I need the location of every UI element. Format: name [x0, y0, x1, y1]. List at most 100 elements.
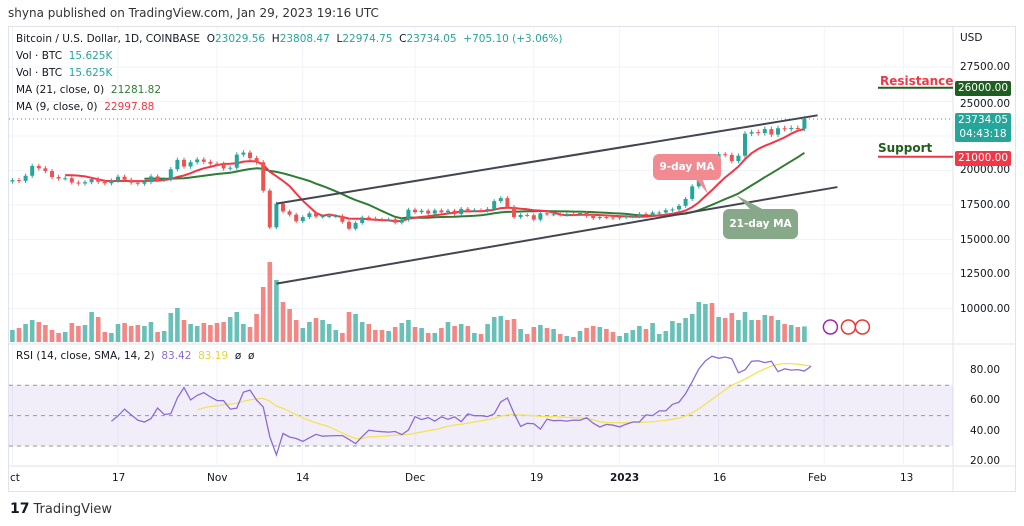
candle-body	[261, 162, 266, 191]
volume-bar	[142, 326, 147, 342]
us-flag-event-icon[interactable]	[854, 319, 871, 335]
candle-body	[756, 132, 761, 134]
candle-body	[182, 159, 186, 167]
candle-body	[479, 210, 483, 212]
volume-bar	[76, 326, 81, 342]
volume-bar	[643, 329, 649, 342]
volume-bar	[128, 326, 134, 342]
volume-bar	[307, 322, 312, 342]
ma9-legend[interactable]: MA (9, close, 0) 22997.88	[16, 101, 154, 113]
candle-body	[611, 217, 615, 219]
candle-body	[155, 176, 160, 180]
rsi-legend[interactable]: RSI (14, close, SMA, 14, 2) 83.42 83.19 …	[16, 350, 254, 362]
ma9-annotation[interactable]: 9-day MA	[653, 154, 721, 180]
us-flag-event-icon[interactable]	[840, 319, 857, 335]
symbol-name[interactable]: Bitcoin / U.S. Dollar, 1D, COINBASE	[16, 33, 201, 45]
candle-body	[644, 213, 648, 215]
volume-bar	[56, 333, 61, 342]
candle-body	[624, 216, 629, 218]
candle-body	[116, 176, 120, 181]
volume-bar	[617, 336, 622, 342]
candle-body	[109, 180, 114, 184]
footer-brand: TradingView	[33, 501, 113, 517]
candle-body	[17, 180, 21, 182]
candle-body	[347, 221, 351, 229]
volume-bar	[491, 317, 497, 342]
candle-body	[782, 128, 787, 130]
rsi-tick: 20.00	[970, 455, 1001, 467]
candle-body	[518, 214, 523, 218]
volume-bar	[23, 324, 28, 342]
volume-bar	[161, 331, 167, 342]
symbol-legend: Bitcoin / U.S. Dollar, 1D, COINBASE O230…	[16, 33, 563, 45]
volume-bar	[29, 320, 35, 342]
rsi-sma-value: 83.19	[198, 350, 229, 362]
candle-body	[327, 216, 332, 218]
candle-body	[195, 159, 200, 163]
rsi-tick: 40.00	[970, 425, 1001, 437]
volume-bar	[254, 314, 259, 342]
volume-bar	[742, 312, 748, 342]
volume-bar	[736, 320, 741, 342]
volume-bar	[755, 320, 761, 342]
candle-body	[571, 214, 576, 216]
volume-bar	[676, 323, 682, 342]
time-tick: Feb	[808, 472, 827, 484]
candle-body	[426, 210, 431, 214]
ma21-annotation[interactable]: 21-day MA	[723, 209, 798, 239]
candle-body	[353, 222, 358, 229]
candle-body	[314, 213, 318, 217]
volume-bar	[663, 331, 669, 342]
price-tick: 10000.00	[960, 303, 1011, 315]
candle-body	[551, 214, 556, 216]
volume-bar	[406, 320, 411, 342]
candle-body	[670, 209, 675, 211]
candle-body	[23, 175, 28, 181]
vol-label: Vol · BTC	[16, 67, 63, 79]
candle-body	[281, 203, 285, 212]
volume-bar	[10, 330, 15, 342]
candle-body	[69, 178, 74, 183]
candle-body	[300, 217, 305, 222]
volume-bar	[102, 332, 108, 342]
ma9-annotation-pointer	[695, 178, 708, 194]
volume-bar	[43, 325, 48, 342]
volume-bar	[795, 327, 801, 342]
candle-body	[307, 213, 312, 218]
chart-frame[interactable]	[8, 26, 1016, 492]
candle-body	[10, 180, 15, 182]
tradingview-footer[interactable]: 17 TradingView	[10, 501, 112, 517]
candle-body	[175, 159, 180, 170]
volume-legend-2[interactable]: Vol · BTC 15.625K	[16, 67, 112, 79]
candle-body	[465, 208, 470, 211]
candle-body	[657, 212, 662, 214]
candle-body	[564, 214, 569, 216]
price-tick: 15000.00	[960, 234, 1011, 246]
candle-body	[498, 198, 503, 202]
candle-body	[683, 198, 688, 206]
volume-bar	[478, 334, 484, 342]
candle-body	[162, 179, 167, 181]
volume-bar	[452, 326, 457, 342]
ma21-value: 21281.82	[110, 84, 162, 96]
candle-body	[439, 210, 444, 213]
candle-body	[749, 132, 754, 134]
time-tick: 17	[112, 472, 126, 484]
volume-bar	[346, 312, 352, 342]
volume-bar	[683, 318, 688, 342]
candle-body	[201, 159, 206, 162]
rsi-line	[110, 355, 812, 457]
high-label: H	[271, 33, 280, 45]
price-tick: 27500.00	[960, 61, 1011, 73]
volume-legend-1[interactable]: Vol · BTC 15.625K	[16, 50, 112, 62]
lightning-event-icon[interactable]	[822, 319, 839, 335]
candle-body	[472, 210, 477, 212]
time-tick: 14	[296, 472, 310, 484]
candle-body	[769, 129, 774, 135]
candle-body	[413, 209, 417, 213]
ma21-legend[interactable]: MA (21, close, 0) 21281.82	[16, 84, 161, 96]
volume-bar	[300, 328, 306, 342]
currency-label: USD	[960, 32, 983, 44]
volume-bar	[518, 329, 523, 342]
